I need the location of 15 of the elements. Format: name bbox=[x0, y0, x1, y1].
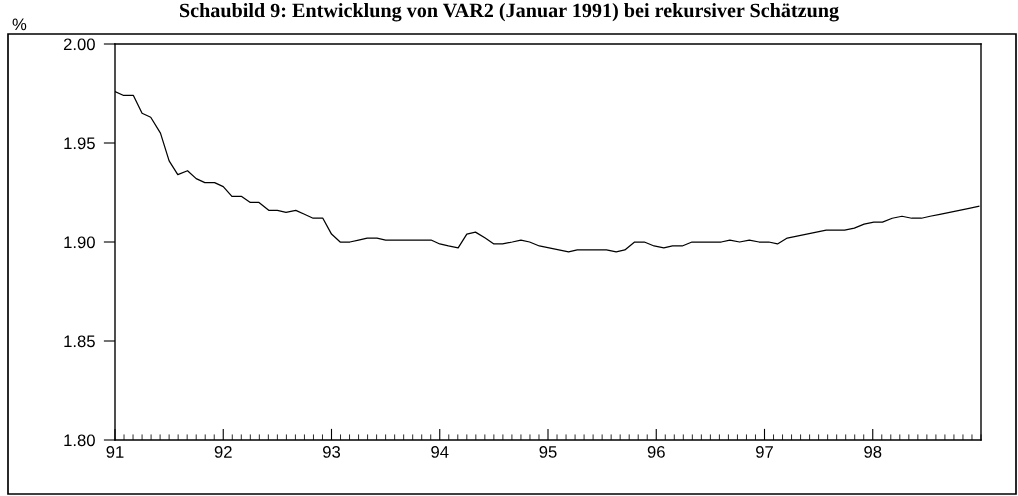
y-tick-label: 2.00 bbox=[63, 38, 95, 51]
y-tick-label: 1.80 bbox=[64, 434, 95, 447]
y-axis-title: % bbox=[12, 18, 27, 31]
x-tick-label: 95 bbox=[539, 446, 557, 458]
y-tick-label: 1.90 bbox=[64, 236, 95, 249]
chart-title: Schaubild 9: Entwicklung von VAR2 (Januar 1991) bei rekursiver Schätzung bbox=[180, 3, 839, 22]
x-tick-label: 93 bbox=[323, 446, 341, 458]
x-tick-label: 96 bbox=[647, 446, 665, 458]
y-tick-label: 1.95 bbox=[64, 137, 95, 150]
x-tick-label: 98 bbox=[864, 446, 882, 458]
x-tick-label: 94 bbox=[431, 446, 449, 458]
y-tick-label: 1.85 bbox=[64, 335, 95, 348]
x-tick-label: 91 bbox=[106, 446, 124, 458]
x-tick-label: 97 bbox=[756, 446, 773, 458]
x-tick-label: 92 bbox=[214, 446, 232, 458]
